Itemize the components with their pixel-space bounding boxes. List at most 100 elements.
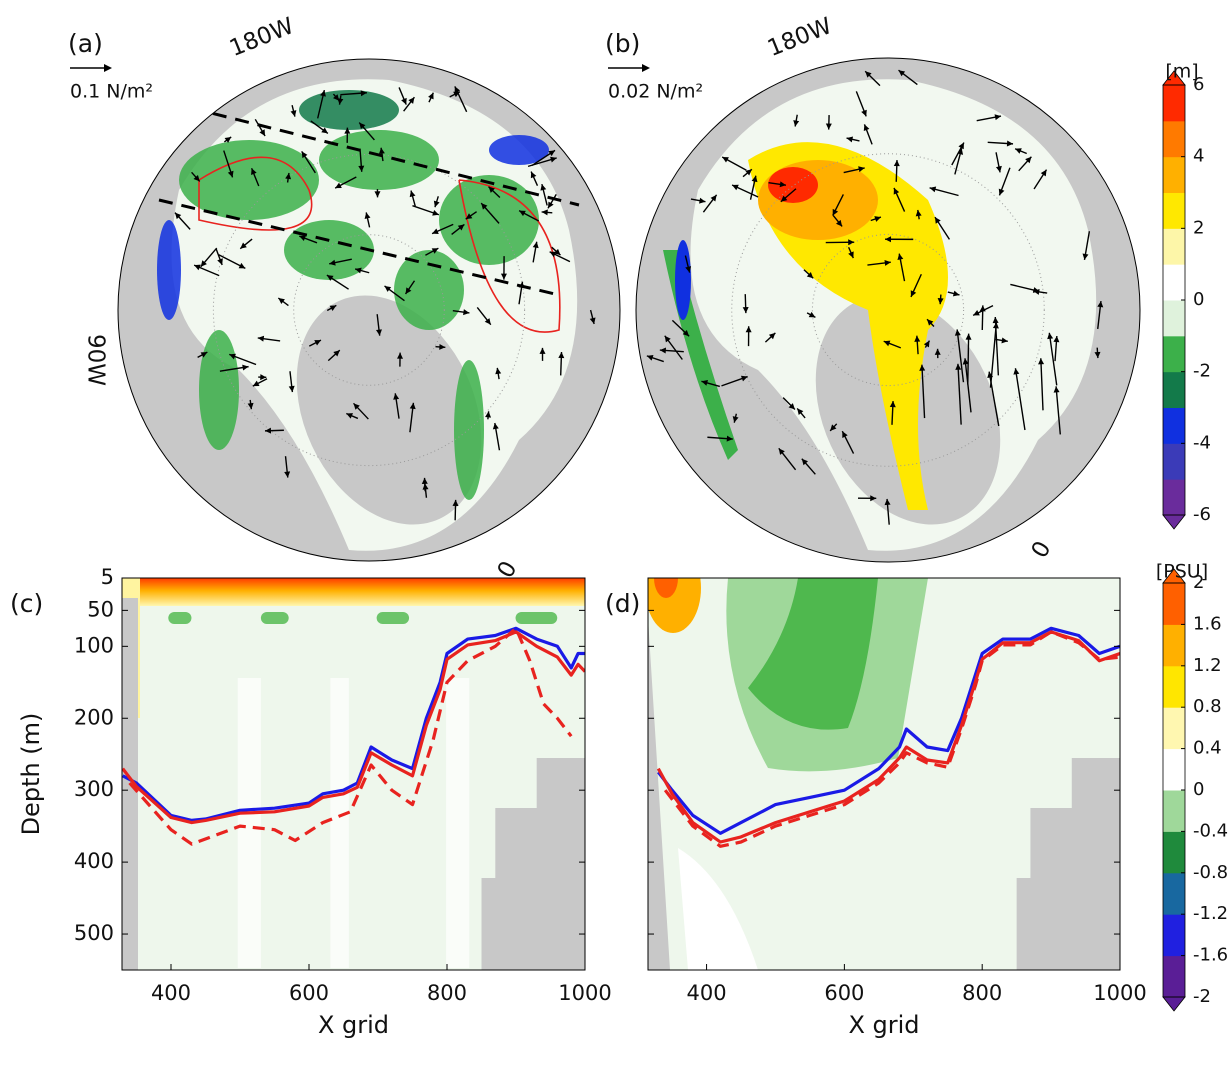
anomaly-patch [394,250,464,330]
shading [446,678,470,968]
x-tick-label: 1000 [1093,981,1146,1005]
x-tick-label: 600 [289,981,329,1005]
wind-arrow-head [884,498,891,506]
wind-arrow-head [409,402,416,410]
wind-arrow-head [278,298,285,305]
wind-arrow-head [861,109,867,117]
wind-arrow-head [952,290,960,297]
wind-arrow-head [919,364,926,371]
wind-arrow-head [893,160,900,167]
depth-line [128,626,573,846]
wind-arrow-head [397,352,404,359]
wind-arrow-head [1097,301,1104,308]
map-border [635,57,1141,563]
wind-arrow-head [722,156,729,163]
wind-arrow-head [264,427,272,434]
wind-arrow-head [299,235,306,242]
colorbar-tick-label: 0.4 [1193,738,1222,759]
wind-arrow-head [1001,337,1008,344]
latitude-circle [212,153,526,467]
x-tick-label: 800 [427,981,467,1005]
wind-arrow-head [353,403,360,410]
wind-arrow-head [329,305,337,311]
depth-line [122,630,585,825]
wind-arrow-head [732,416,739,423]
wind-arrow-head [374,191,381,198]
wind-arrow-head [432,209,439,216]
section-shading [648,578,1120,970]
panel-label: (c) [10,589,43,618]
anomaly-patch [199,330,239,450]
colorbar-band [1163,85,1185,122]
wind-arrow-head [344,127,351,134]
colorbar-tick-label: 2 [1193,572,1204,593]
wind-arrow-head [958,142,964,150]
wind-arrow-head [378,147,385,155]
land [481,758,585,970]
latitude-circle [293,234,445,386]
wind-arrow-head [701,380,709,386]
wind-arrow-head [836,219,843,227]
colorbar-label: [m] [1165,61,1198,83]
wind-arrow-head [301,151,308,159]
colorbar-band [1163,300,1185,337]
wind-arrow-head [364,212,371,219]
wind-arrow-head [1053,336,1060,343]
wind-arrow-head [994,114,1002,121]
section-line [118,78,580,207]
colorbar-tick-label: -0.4 [1193,820,1228,841]
wind-arrow-head [710,194,717,202]
longitude-label: 0 [1027,537,1057,563]
colorbar-tick-label: -0.8 [1193,862,1228,883]
wind-arrow-head [405,287,412,295]
wind-arrow-head [481,203,488,210]
wind-arrow-head [998,188,1005,196]
scale-label: 0.02 N/m² [608,81,703,103]
colorbar-tick-label: -1.6 [1193,945,1228,966]
wind-arrow-head [539,347,546,354]
wind-arrow-head [897,253,904,261]
wind-arrow-head [768,332,776,340]
wind-arrow-head [333,350,340,357]
wind-arrow-head [384,285,392,292]
colorbar-label: [PSU] [1156,561,1208,583]
wind-arrow-head [962,358,969,365]
wind-arrow-head [779,181,786,188]
colorbar-band [1163,371,1185,408]
wind-arrow-head [257,335,265,342]
depth-line [657,626,1120,835]
wind-arrow-head [883,340,891,347]
wind-arrow [988,371,1000,427]
shading [748,578,878,730]
wind-arrow [1048,332,1058,386]
y-axis-label: Depth (m) [17,713,45,836]
colorbar-band [1163,583,1185,625]
wind-arrow-head [954,329,961,336]
wind-arrow-head [751,175,758,183]
wind-arrow-head [200,352,208,358]
longitude-label: 180W [226,13,298,62]
x-tick-label: 1000 [558,981,611,1005]
x-tick-label: 400 [151,981,191,1005]
wind-arrow-head [247,402,254,410]
wind-arrow-head [530,171,537,179]
contour [198,156,561,333]
wind-arrow-head [973,309,980,316]
colorbar-tick-label: 6 [1193,74,1204,95]
wind-arrow-head [1025,156,1032,164]
wind-arrow-head [934,348,941,355]
colorbar-tick-label: -2 [1193,361,1211,382]
wind-arrow [994,316,1000,376]
x-axis-label: X grid [848,1011,919,1039]
wind-arrow-head [858,166,865,173]
wind-arrow-head [251,168,257,175]
colorbar-band [1163,264,1185,301]
colorbar-band [1163,831,1185,874]
wind-arrow-head [910,290,917,297]
anomaly-patch [489,135,549,165]
colorbar-band [1163,443,1185,480]
colorbar-end [1162,514,1186,530]
x-tick-label: 400 [687,981,727,1005]
wind-arrow-head [259,129,266,136]
shading [515,612,558,624]
